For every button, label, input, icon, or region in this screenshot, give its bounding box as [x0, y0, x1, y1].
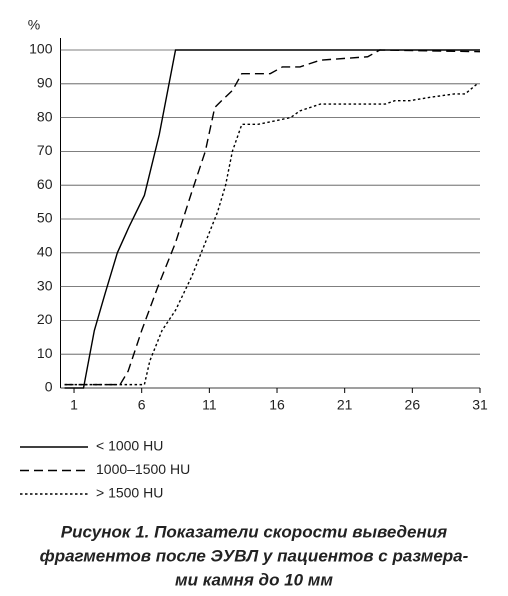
y-tick-label: 50	[37, 210, 53, 226]
y-axis-label: %	[28, 17, 40, 33]
caption-line: фрагментов после ЭУВЛ у пациентов с разм…	[40, 546, 469, 565]
y-tick-label: 100	[29, 41, 53, 57]
legend-label: > 1500 HU	[96, 485, 163, 501]
y-tick-label: 10	[37, 345, 53, 361]
series-line	[64, 83, 478, 386]
y-tick-label: 70	[37, 142, 53, 158]
x-tick-label: 21	[337, 397, 353, 413]
legend-label: < 1000 HU	[96, 438, 163, 454]
y-tick-label: 30	[37, 277, 53, 293]
x-tick-label: 1	[70, 397, 78, 413]
y-tick-label: 90	[37, 75, 53, 91]
y-tick-label: 20	[37, 311, 53, 327]
series-line	[64, 49, 481, 386]
caption-line: Рисунок 1. Показатели скорости выведения	[61, 522, 447, 541]
series-line	[64, 49, 480, 389]
x-tick-label: 11	[202, 397, 217, 413]
caption-line: ми камня до 10 мм	[175, 570, 333, 589]
y-tick-label: 40	[37, 244, 53, 260]
x-tick-label: 31	[472, 397, 488, 413]
x-tick-label: 6	[138, 397, 146, 413]
x-tick-label: 26	[405, 397, 421, 413]
x-tick-label: 16	[269, 397, 285, 413]
y-tick-label: 80	[37, 108, 53, 124]
legend-label: 1000–1500 HU	[96, 461, 190, 477]
y-tick-label: 0	[45, 379, 53, 395]
y-tick-label: 60	[37, 176, 53, 192]
